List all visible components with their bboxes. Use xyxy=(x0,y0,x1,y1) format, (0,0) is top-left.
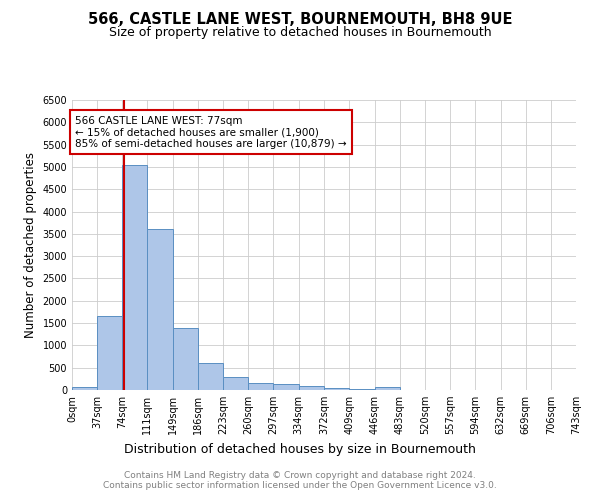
Text: 566 CASTLE LANE WEST: 77sqm
← 15% of detached houses are smaller (1,900)
85% of : 566 CASTLE LANE WEST: 77sqm ← 15% of det… xyxy=(75,116,346,149)
Bar xyxy=(299,386,325,390)
Bar xyxy=(97,316,122,390)
Bar xyxy=(274,384,299,390)
Bar xyxy=(223,376,248,390)
Bar xyxy=(147,230,173,390)
Text: Size of property relative to detached houses in Bournemouth: Size of property relative to detached ho… xyxy=(109,26,491,39)
Bar xyxy=(72,386,97,390)
Bar xyxy=(248,384,274,390)
Text: Contains HM Land Registry data © Crown copyright and database right 2024.
Contai: Contains HM Land Registry data © Crown c… xyxy=(103,470,497,490)
Text: Distribution of detached houses by size in Bournemouth: Distribution of detached houses by size … xyxy=(124,442,476,456)
Bar xyxy=(173,328,198,390)
Bar xyxy=(198,363,223,390)
Bar xyxy=(122,164,147,390)
Bar xyxy=(349,388,374,390)
Bar xyxy=(374,388,400,390)
Bar xyxy=(325,388,349,390)
Y-axis label: Number of detached properties: Number of detached properties xyxy=(24,152,37,338)
Text: 566, CASTLE LANE WEST, BOURNEMOUTH, BH8 9UE: 566, CASTLE LANE WEST, BOURNEMOUTH, BH8 … xyxy=(88,12,512,28)
